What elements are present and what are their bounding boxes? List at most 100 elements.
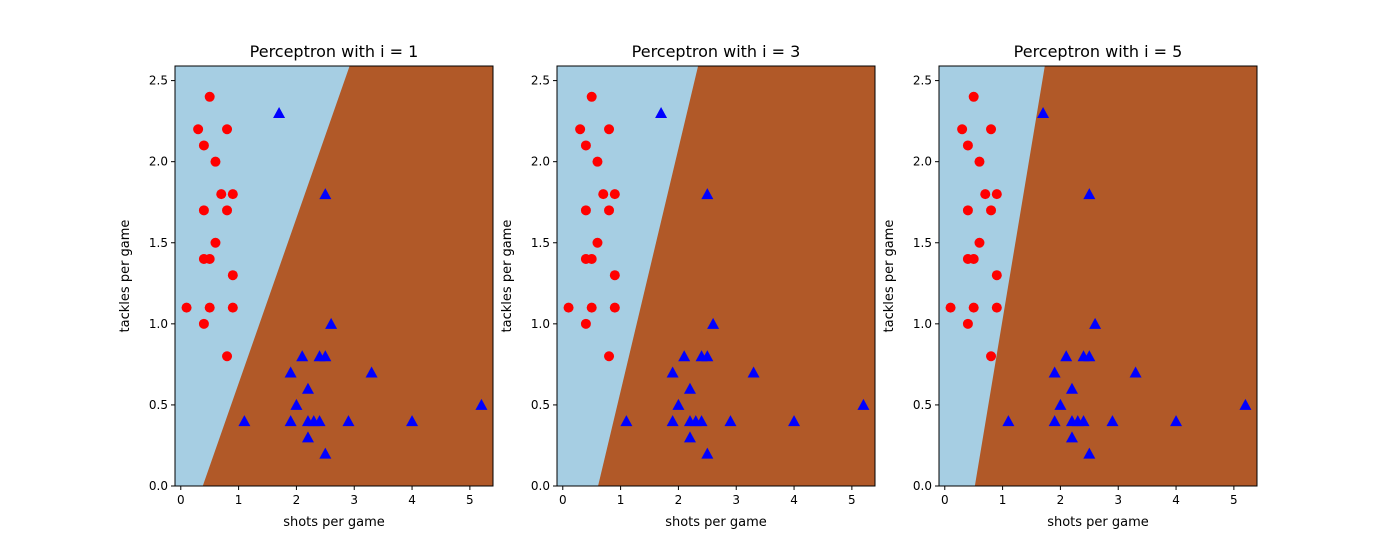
x-axis-label: shots per game [1047,515,1149,530]
y-tick-label: 0.5 [913,398,932,412]
data-point-triangle [1048,415,1061,427]
x-tick-label: 5 [848,493,856,507]
data-point-triangle [475,398,488,410]
data-point-circle [962,318,973,329]
data-point-circle [586,91,597,102]
data-point-triangle [1106,415,1119,427]
data-point-circle [986,205,997,216]
data-point-triangle [655,107,668,119]
x-tick-label: 1 [235,493,243,507]
data-point-circle [974,237,985,248]
y-tick-label: 1.0 [149,317,168,331]
x-tick-label: 0 [559,493,567,507]
data-point-triangle [1083,350,1096,362]
x-tick-label: 4 [408,493,416,507]
data-point-triangle [325,317,338,329]
data-point-circle [957,124,968,135]
data-point-triangle [1048,366,1061,378]
data-point-circle [609,189,620,200]
data-point-triangle [1065,431,1078,443]
data-point-triangle [1002,415,1015,427]
data-point-circle [204,253,215,264]
x-tick-label: 5 [1230,493,1238,507]
x-tick-label: 3 [1114,493,1122,507]
data-point-triangle [273,107,286,119]
data-point-circle [991,189,1002,200]
data-point-triangle [683,431,696,443]
data-point-circle [563,302,574,313]
data-point-circle [962,140,973,151]
data-point-circle [227,270,238,281]
data-point-triangle [1239,398,1252,410]
y-tick-label: 1.5 [149,236,168,250]
data-point-circle [198,318,209,329]
data-point-circle [210,237,221,248]
data-point-triangle [678,350,691,362]
data-point-triangle [238,415,251,427]
data-point-triangle [1077,415,1090,427]
data-point-triangle [1054,398,1067,410]
x-tick-label: 3 [732,493,740,507]
data-point-circle [991,270,1002,281]
data-point-triangle [788,415,801,427]
data-point-circle [968,91,979,102]
x-tick-label: 1 [617,493,625,507]
data-point-triangle [1170,415,1183,427]
data-point-triangle [296,350,309,362]
data-point-triangle [1037,107,1050,119]
data-point-circle [991,302,1002,313]
data-point-circle [181,302,192,313]
x-tick-label: 3 [350,493,358,507]
data-point-circle [575,124,586,135]
data-point-circle [945,302,956,313]
y-tick-label: 0.5 [149,398,168,412]
data-point-circle [580,318,591,329]
x-tick-label: 2 [1057,493,1065,507]
data-point-triangle [701,188,714,200]
data-point-circle [962,205,973,216]
data-point-circle [592,237,603,248]
data-point-circle [604,124,615,135]
subplot-2: 0 1 2 3 4 5 0.0 0.5 1.0 1.5 2.0 2.5 Perceptron with … [500,42,876,530]
data-point-triangle [1083,188,1096,200]
data-point-triangle [666,366,679,378]
data-point-circle [204,91,215,102]
axes-frame [938,65,1258,487]
chart-title: Perceptron with i = 1 [250,42,419,61]
data-point-circle [580,205,591,216]
chart-title: Perceptron with i = 5 [1014,42,1183,61]
data-point-triangle [319,188,332,200]
y-tick-label: 0.0 [149,479,168,493]
y-tick-label: 0.5 [531,398,550,412]
y-axis-label: tackles per game [882,220,897,333]
data-point-triangle [620,415,633,427]
axes-frame [174,65,494,487]
y-tick-label: 2.0 [913,155,932,169]
subplot-1: 0 1 2 3 4 5 0.0 0.5 1.0 1.5 2.0 2.5 Perceptron with … [118,42,494,530]
x-axis-label: shots per game [665,515,767,530]
data-point-circle [222,124,233,135]
y-axis-label: tackles per game [118,220,133,333]
region-left [175,66,350,486]
data-point-circle [216,189,227,200]
data-point-triangle [290,398,303,410]
data-point-triangle [695,415,708,427]
data-point-triangle [284,366,297,378]
x-tick-label: 1 [999,493,1007,507]
y-tick-label: 2.0 [149,155,168,169]
x-tick-label: 5 [466,493,474,507]
data-point-triangle [1083,447,1096,459]
data-point-circle [598,189,609,200]
data-point-circle [586,302,597,313]
data-point-triangle [284,415,297,427]
data-point-circle [222,205,233,216]
chart-title: Perceptron with i = 3 [632,42,801,61]
data-point-circle [604,205,615,216]
x-tick-label: 2 [293,493,301,507]
data-point-circle [968,253,979,264]
y-tick-label: 2.0 [531,155,550,169]
subplot-3: 0 1 2 3 4 5 0.0 0.5 1.0 1.5 2.0 2.5 Perceptron with … [882,42,1258,530]
x-axis-label: shots per game [283,515,385,530]
